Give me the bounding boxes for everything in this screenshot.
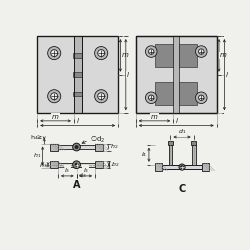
Bar — [73, 53, 82, 58]
Bar — [74, 36, 82, 113]
Text: l: l — [175, 118, 177, 124]
Bar — [192, 145, 196, 165]
Circle shape — [198, 95, 204, 100]
Bar — [155, 163, 162, 171]
Text: C: C — [178, 184, 186, 194]
Text: h$_2$: h$_2$ — [110, 142, 118, 152]
Circle shape — [98, 93, 105, 100]
Circle shape — [181, 166, 184, 168]
Bar — [179, 44, 197, 67]
Circle shape — [51, 93, 58, 100]
Circle shape — [148, 95, 154, 100]
Bar — [95, 144, 103, 150]
Bar — [37, 36, 118, 113]
Bar — [73, 72, 82, 77]
Bar — [58, 145, 95, 149]
Text: l: l — [226, 72, 228, 78]
Bar — [156, 44, 173, 67]
Circle shape — [95, 90, 108, 103]
Text: l: l — [127, 72, 129, 78]
Text: h$_2$: h$_2$ — [111, 160, 120, 169]
Circle shape — [75, 163, 78, 166]
Text: m: m — [122, 52, 128, 59]
Text: m: m — [52, 114, 59, 120]
Circle shape — [48, 90, 61, 103]
Text: l: l — [77, 118, 79, 124]
Bar — [37, 36, 118, 113]
Circle shape — [146, 92, 157, 104]
Text: m: m — [220, 52, 227, 59]
Circle shape — [75, 146, 78, 148]
Text: d$_1$: d$_1$ — [178, 127, 186, 136]
Bar — [202, 163, 209, 171]
Bar — [168, 141, 173, 145]
Circle shape — [196, 92, 207, 104]
Circle shape — [98, 50, 105, 56]
Bar — [73, 92, 82, 96]
Circle shape — [148, 49, 154, 54]
Text: $\emptyset$d$_2$: $\emptyset$d$_2$ — [90, 134, 105, 145]
Circle shape — [146, 46, 157, 57]
Bar — [58, 163, 95, 167]
Text: d$_3$: d$_3$ — [78, 171, 86, 180]
Circle shape — [73, 143, 80, 151]
Text: l$_4$: l$_4$ — [142, 150, 148, 159]
Bar — [95, 161, 103, 168]
Bar — [50, 144, 58, 150]
Circle shape — [51, 50, 58, 56]
Circle shape — [198, 49, 204, 54]
Bar — [191, 141, 196, 145]
Circle shape — [179, 164, 185, 170]
Bar — [156, 82, 173, 106]
Circle shape — [48, 46, 61, 60]
Bar — [136, 36, 217, 113]
Text: A: A — [73, 180, 80, 190]
Text: h$_4$≥: h$_4$≥ — [30, 133, 43, 142]
Bar — [179, 82, 197, 106]
Bar — [162, 165, 202, 169]
Text: h$_3$: h$_3$ — [38, 161, 47, 170]
Text: l$_3$: l$_3$ — [64, 166, 70, 175]
Circle shape — [95, 46, 108, 60]
Text: l$_3$: l$_3$ — [83, 166, 89, 175]
Bar — [136, 36, 217, 113]
Text: m: m — [151, 114, 158, 120]
Circle shape — [196, 46, 207, 57]
Text: h$_1$: h$_1$ — [33, 152, 42, 160]
Bar — [50, 161, 58, 168]
Bar — [173, 36, 179, 113]
Circle shape — [73, 161, 80, 168]
Bar — [168, 145, 172, 165]
